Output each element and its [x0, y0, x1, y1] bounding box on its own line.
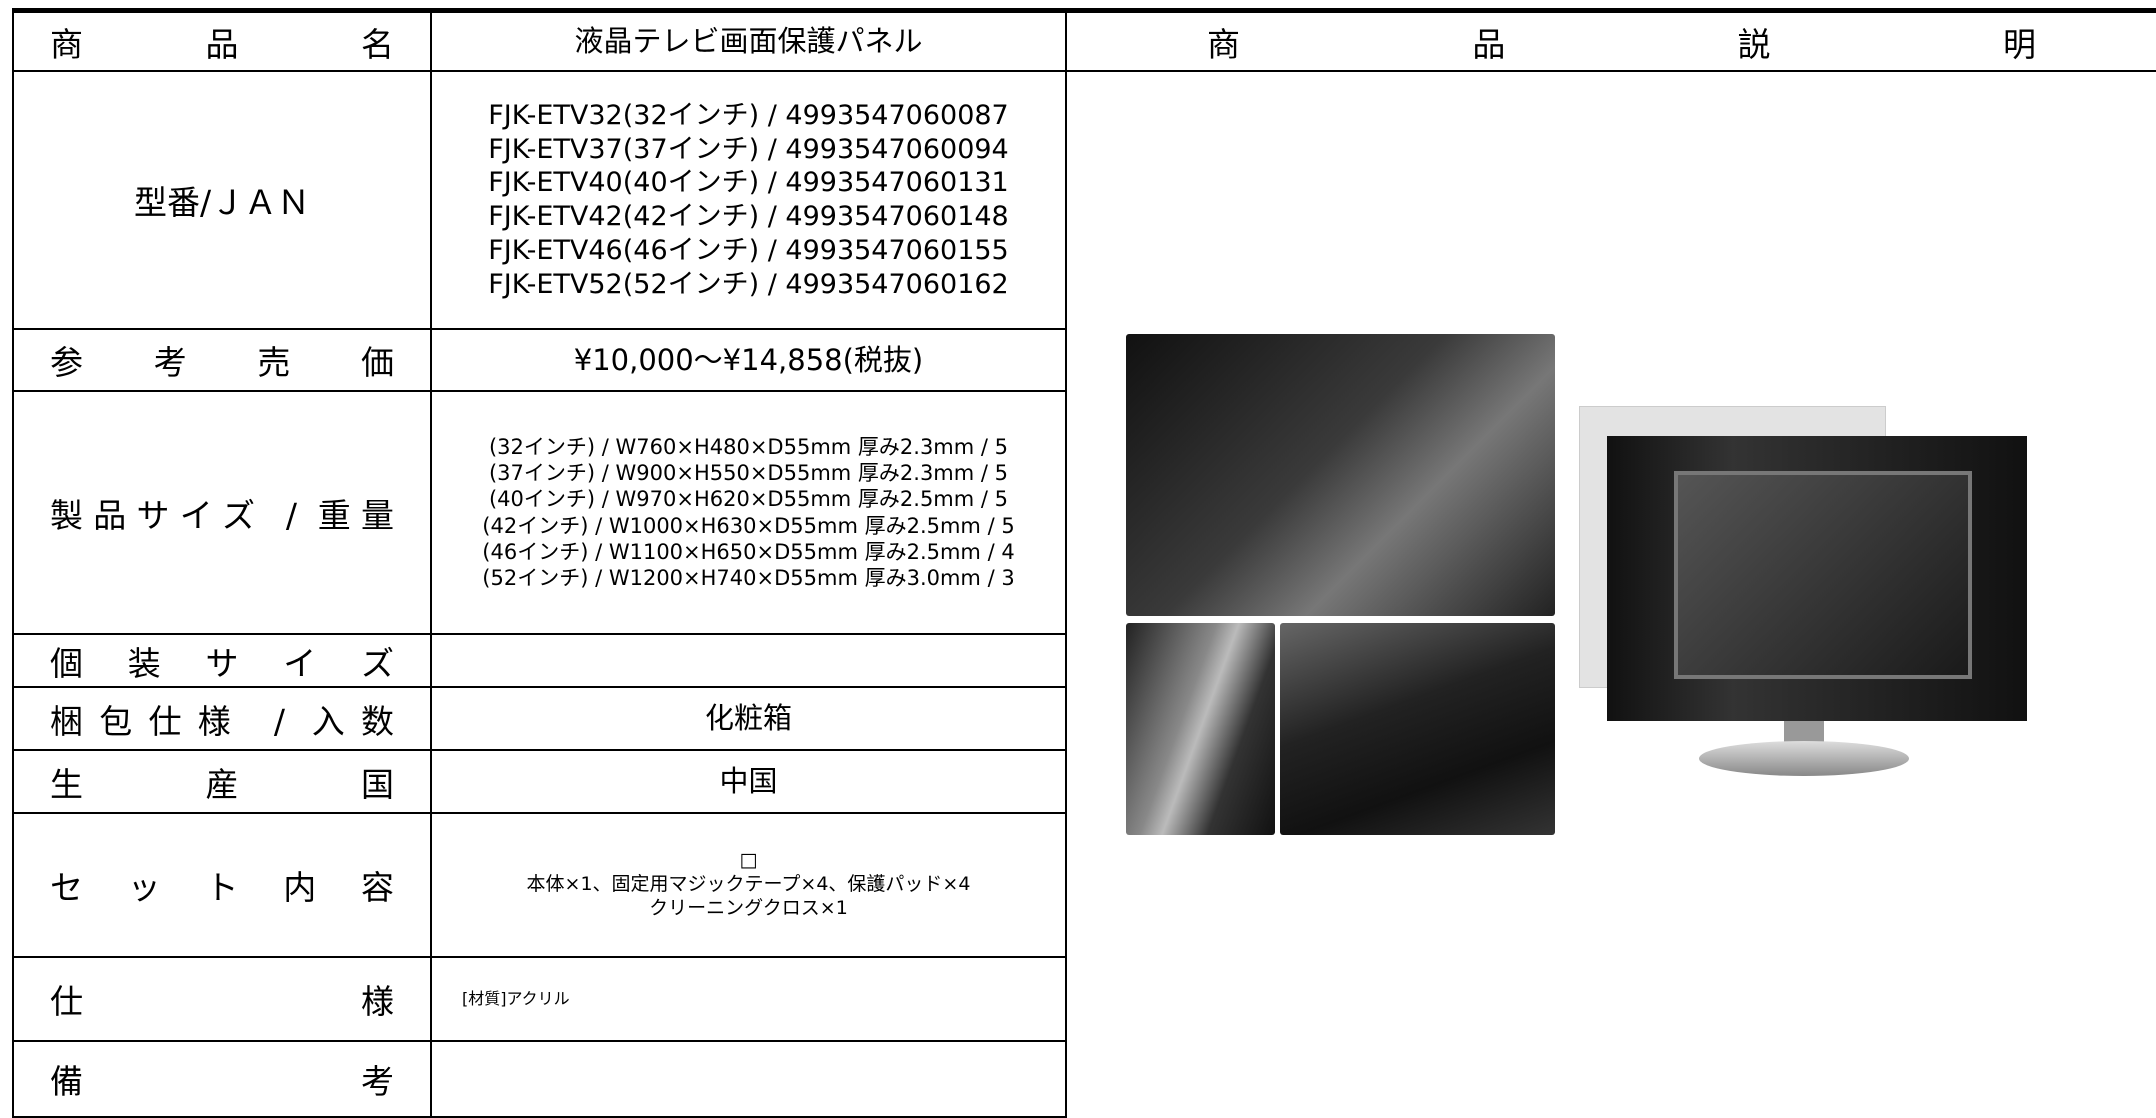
- row-value-line: (40インチ) / W970×H620×D55mm 厚み2.5mm / 5: [488, 487, 1009, 512]
- top-border: [14, 8, 2156, 13]
- row-value-line: 化粧箱: [704, 701, 792, 736]
- pad-image: [1280, 623, 1555, 835]
- row-label: 生 産 国: [14, 751, 432, 814]
- row-value-line: [材質]アクリル: [462, 989, 570, 1008]
- row-value-line: FJK-ETV37(37インチ) / 4993547060094: [488, 133, 1009, 165]
- row-label: 製品サイズ / 重量: [14, 392, 432, 635]
- row-value-line: (32インチ) / W760×H480×D55mm 厚み2.3mm / 5: [488, 434, 1009, 459]
- tv-image: [1579, 406, 2028, 784]
- row-label-text: 製品サイズ / 重量: [50, 495, 394, 535]
- row-value: ¥10,000～¥14,858(税抜): [432, 330, 1067, 392]
- edge-image: [1126, 623, 1275, 835]
- row-value: FJK-ETV32(32インチ) / 4993547060087 FJK-ETV3…: [432, 72, 1067, 330]
- row-label: 個 装 サ イ ズ: [14, 635, 432, 688]
- row-label-text: 型番/ＪＡＮ: [133, 183, 311, 222]
- description-header: 商 品 説 明: [1067, 13, 2156, 72]
- row-value-line: (37インチ) / W900×H550×D55mm 厚み2.3mm / 5: [488, 461, 1009, 485]
- tv-stand: [1699, 741, 1909, 776]
- row-value-line: クリーニングクロス×1: [649, 896, 848, 919]
- row-value-line: (42インチ) / W1000×H630×D55mm 厚み2.5mm / 5: [482, 513, 1015, 538]
- row-label: 型番/ＪＡＮ: [14, 72, 432, 330]
- panel-image: [1126, 334, 1555, 616]
- header-value-text: 液晶テレビ画面保護パネル: [574, 24, 923, 59]
- row-value-line: FJK-ETV42(42インチ) / 4993547060148: [488, 201, 1009, 232]
- row-value-line: FJK-ETV40(40インチ) / 4993547060131: [488, 167, 1009, 199]
- row-value: [材質]アクリル: [432, 958, 1067, 1042]
- row-value-line: FJK-ETV46(46インチ) / 4993547060155: [488, 234, 1009, 266]
- row-label-text: セ ッ ト 内 容: [50, 868, 394, 907]
- row-value-line: 本体×1、固定用マジックテープ×4、保護パッド×4: [526, 873, 971, 896]
- row-label: 仕 様: [14, 958, 432, 1042]
- header-label: 商 品 名: [14, 13, 432, 72]
- row-label-text: 個 装 サ イ ズ: [50, 643, 394, 683]
- row-value: [432, 1042, 1067, 1118]
- row-value-line: (52インチ) / W1200×H740×D55mm 厚み3.0mm / 3: [482, 566, 1015, 590]
- row-label: 梱包仕様 / 入数: [14, 688, 432, 751]
- row-value: [432, 635, 1067, 688]
- row-value-line: FJK-ETV32(32インチ) / 4993547060087: [488, 99, 1009, 131]
- description-title: 商 品 説 明: [1207, 24, 2036, 64]
- header-label-text: 商 品 名: [50, 24, 394, 64]
- tv-screen: [1674, 471, 1972, 679]
- row-value: (32インチ) / W760×H480×D55mm 厚み2.3mm / 5 (37…: [432, 392, 1067, 635]
- row-value: 中国: [432, 751, 1067, 814]
- row-label: セ ッ ト 内 容: [14, 814, 432, 958]
- header-value: 液晶テレビ画面保護パネル: [432, 13, 1067, 72]
- row-label-text: 備 考: [50, 1062, 394, 1101]
- row-value-line: ¥10,000～¥14,858(税抜): [573, 342, 924, 377]
- row-label-text: 生 産 国: [50, 764, 394, 804]
- row-value-line: □: [739, 849, 758, 872]
- row-value-line: (46インチ) / W1100×H650×D55mm 厚み2.5mm / 4: [482, 539, 1015, 564]
- row-label-text: 仕 様: [50, 982, 394, 1021]
- left-border: [12, 8, 14, 1118]
- row-value-line: FJK-ETV52(52インチ) / 4993547060162: [488, 268, 1009, 300]
- row-label: 備 考: [14, 1042, 432, 1118]
- row-label-text: 参 考 売 価: [50, 343, 394, 382]
- row-value: 化粧箱: [432, 688, 1067, 751]
- row-label-text: 梱包仕様 / 入数: [50, 701, 394, 741]
- row-label: 参 考 売 価: [14, 330, 432, 392]
- row-value: □ 本体×1、固定用マジックテープ×4、保護パッド×4 クリーニングクロス×1: [432, 814, 1067, 958]
- row-value-line: 中国: [719, 764, 778, 799]
